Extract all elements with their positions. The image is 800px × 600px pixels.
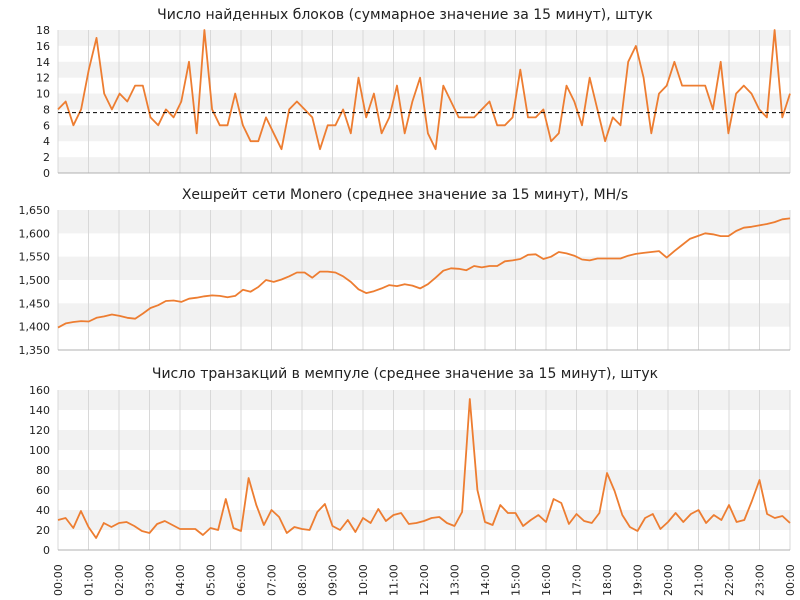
x-tick-label: 03:00 — [144, 564, 157, 596]
hashrate-chart-title: Хешрейт сети Monero (среднее значение за… — [182, 187, 628, 203]
x-tick-label: 17:00 — [571, 564, 584, 596]
x-tick-label: 14:00 — [479, 564, 492, 596]
y-tick-label: 12 — [36, 72, 50, 85]
x-tick-label: 16:00 — [540, 564, 553, 596]
hashrate-chart-series — [57, 217, 791, 329]
series-line — [57, 217, 791, 329]
x-tick-label: 07:00 — [266, 564, 279, 596]
x-tick-label: 00:00 — [784, 564, 797, 596]
y-tick-label: 1,400 — [19, 321, 51, 334]
x-tick-label: 10:00 — [357, 564, 370, 596]
y-tick-label: 60 — [36, 484, 50, 497]
x-tick-label: 08:00 — [296, 564, 309, 596]
x-tick-label: 11:00 — [388, 564, 401, 596]
y-tick-label: 2 — [43, 151, 50, 164]
hashrate-chart-grid — [57, 210, 791, 351]
y-tick-label: 1,600 — [19, 227, 51, 240]
y-tick-label: 1,550 — [19, 251, 51, 264]
y-tick-label: 120 — [29, 424, 50, 437]
blocks-chart-title: Число найденных блоков (суммарное значен… — [157, 7, 653, 23]
hashrate-chart-y-axis: 1,350 1,400 1,450 1,500 1,550 1,600 1,650 — [19, 204, 51, 357]
mempool-chart-title: Число транзакций в мемпуле (среднее знач… — [152, 366, 658, 382]
x-tick-label: 00:00 — [52, 564, 65, 596]
series-line — [57, 398, 791, 539]
series-line — [57, 29, 791, 151]
y-tick-label: 1,500 — [19, 274, 51, 287]
x-tick-label: 09:00 — [327, 564, 340, 596]
blocks-chart-series — [57, 29, 791, 151]
x-tick-label: 13:00 — [449, 564, 462, 596]
y-tick-label: 0 — [43, 544, 50, 557]
mempool-chart: Число транзакций в мемпуле (среднее знач… — [29, 366, 791, 557]
y-tick-label: 20 — [36, 524, 50, 537]
y-tick-label: 8 — [43, 103, 50, 116]
y-tick-label: 100 — [29, 444, 50, 457]
mempool-chart-y-axis: 0 20 40 60 80 100 120 140 160 — [29, 384, 50, 557]
y-tick-label: 4 — [43, 135, 50, 148]
y-tick-label: 40 — [36, 504, 50, 517]
hashrate-chart: Хешрейт сети Monero (среднее значение за… — [19, 187, 791, 357]
mempool-chart-grid — [57, 390, 791, 551]
blocks-chart-y-axis: 0 2 4 6 8 10 12 14 16 18 — [36, 24, 50, 180]
y-tick-label: 1,350 — [19, 344, 51, 357]
x-tick-label: 01:00 — [83, 564, 96, 596]
x-tick-label: 06:00 — [235, 564, 248, 596]
y-tick-label: 14 — [36, 56, 50, 69]
time-x-axis: 00:00 01:00 02:00 03:00 04:00 05:00 06:00 07:00… — [52, 564, 797, 596]
x-tick-label: 18:00 — [601, 564, 614, 596]
y-tick-label: 1,650 — [19, 204, 51, 217]
y-tick-label: 16 — [36, 40, 50, 53]
x-tick-label: 21:00 — [693, 564, 706, 596]
x-tick-label: 19:00 — [632, 564, 645, 596]
x-tick-label: 05:00 — [205, 564, 218, 596]
x-tick-label: 04:00 — [174, 564, 187, 596]
y-tick-label: 80 — [36, 464, 50, 477]
x-tick-label: 23:00 — [754, 564, 767, 596]
y-tick-label: 1,450 — [19, 297, 51, 310]
x-tick-label: 02:00 — [113, 564, 126, 596]
x-tick-label: 22:00 — [723, 564, 736, 596]
blocks-found-chart: Число найденных блоков (суммарное значен… — [36, 7, 791, 180]
y-tick-label: 10 — [36, 88, 50, 101]
y-tick-label: 0 — [43, 167, 50, 180]
x-tick-label: 15:00 — [510, 564, 523, 596]
x-tick-label: 12:00 — [418, 564, 431, 596]
y-tick-label: 6 — [43, 119, 50, 132]
mempool-chart-series — [57, 398, 791, 539]
y-tick-label: 140 — [29, 404, 50, 417]
y-tick-label: 160 — [29, 384, 50, 397]
x-tick-label: 20:00 — [662, 564, 675, 596]
y-tick-label: 18 — [36, 24, 50, 37]
